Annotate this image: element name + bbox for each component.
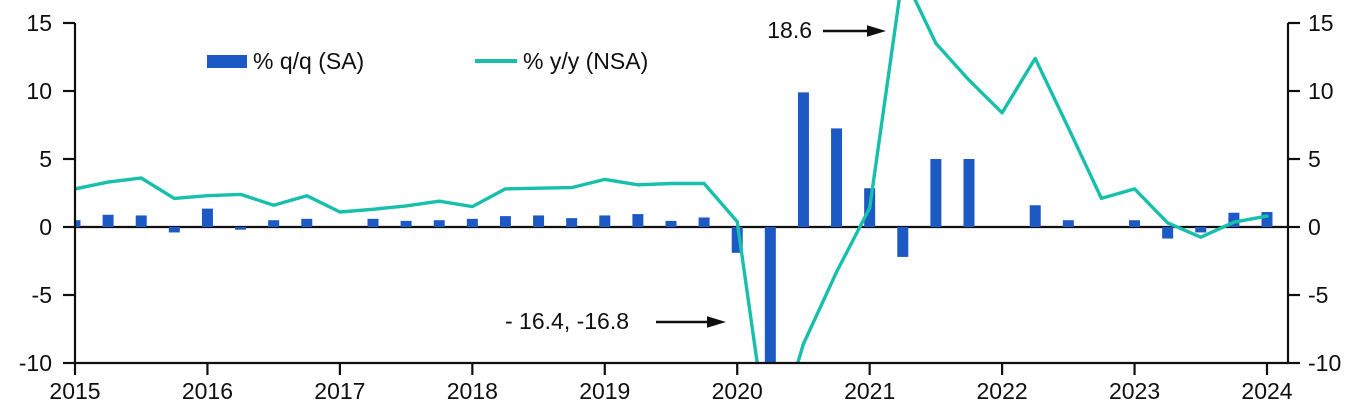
y-tick-label-right: 10 xyxy=(1308,78,1334,104)
bar-2021Q4 xyxy=(963,159,975,227)
bar-2019Q2 xyxy=(632,214,644,227)
y-tick-label-right: 15 xyxy=(1308,10,1334,36)
bar-2021Q2 xyxy=(897,227,909,257)
line-series xyxy=(75,0,1269,363)
x-tick-label: 2016 xyxy=(182,378,233,404)
bar-2015Q4 xyxy=(168,227,180,233)
y-tick-label-left: -10 xyxy=(19,350,52,376)
y-tick-label-left: 15 xyxy=(26,10,52,36)
bar-2018Q2 xyxy=(499,216,511,227)
bar-legend-swatch-icon xyxy=(207,54,247,68)
bar-2023Q4 xyxy=(1228,212,1240,227)
x-tick-label: 2023 xyxy=(1109,378,1160,404)
bar-2016Q4 xyxy=(301,218,313,227)
x-tick-label: 2015 xyxy=(49,378,100,404)
x-tick-label: 2020 xyxy=(712,378,763,404)
legend-item-yy: % y/y (NSA) xyxy=(475,48,648,74)
x-tick-label: 2024 xyxy=(1241,378,1292,404)
x-tick-label: 2022 xyxy=(977,378,1028,404)
annotation-peak-value: 18.6 xyxy=(767,17,812,43)
bar-2015Q3 xyxy=(135,215,147,227)
x-tick-label: 2017 xyxy=(314,378,365,404)
line-legend-swatch-icon xyxy=(475,59,517,63)
bar-2018Q3 xyxy=(533,215,545,227)
y-tick-label-right: -5 xyxy=(1308,282,1328,308)
bar-2023Q2 xyxy=(1162,227,1174,239)
peak-arrow-icon xyxy=(823,25,886,37)
bar-2023Q3 xyxy=(1195,227,1207,233)
bar-2019Q1 xyxy=(599,215,611,227)
x-tick-label: 2019 xyxy=(579,378,630,404)
bar-2016Q3 xyxy=(268,220,280,227)
bar-2016Q2 xyxy=(235,227,247,230)
y-tick-label-left: -5 xyxy=(32,282,52,308)
bar-2018Q4 xyxy=(566,218,578,227)
y-tick-label-left: 5 xyxy=(39,146,52,172)
bar-2022Q2 xyxy=(1029,205,1041,227)
bar-2021Q3 xyxy=(930,159,942,227)
x-tick-label: 2021 xyxy=(844,378,895,404)
legend-label-yy: % y/y (NSA) xyxy=(523,48,649,74)
bar-series xyxy=(75,92,1273,363)
legend-label-qq: % q/q (SA) xyxy=(253,48,365,74)
y-tick-label-right: -10 xyxy=(1308,350,1341,376)
x-tick-label: 2018 xyxy=(447,378,498,404)
bar-2020Q4 xyxy=(831,128,843,227)
bar-2015Q2 xyxy=(102,214,114,227)
y-tick-label-right: 5 xyxy=(1308,146,1321,172)
y-tick-label-left: 0 xyxy=(39,214,52,240)
bar-2020Q2 xyxy=(764,227,776,363)
bar-2017Q3 xyxy=(400,220,412,227)
y-tick-label-left: 10 xyxy=(26,78,52,104)
bar-2017Q4 xyxy=(433,220,445,227)
bar-2019Q3 xyxy=(665,220,677,227)
annotation-trough-value: - 16.4, -16.8 xyxy=(505,308,630,334)
bar-2022Q3 xyxy=(1062,220,1074,227)
bar-2020Q1 xyxy=(731,227,743,253)
legend-item-qq: % q/q (SA) xyxy=(207,48,364,74)
bar-2015Q1 xyxy=(75,220,81,227)
bar-2020Q3 xyxy=(797,92,809,227)
yy-line xyxy=(75,0,1269,363)
y-tick-label-right: 0 xyxy=(1308,214,1321,240)
bar-2016Q1 xyxy=(201,208,213,227)
bar-2023Q1 xyxy=(1129,220,1141,227)
bar-2019Q4 xyxy=(698,217,710,227)
bar-2024Q1 xyxy=(1261,212,1273,227)
bar-2017Q2 xyxy=(367,218,379,227)
trough-arrow-icon xyxy=(656,316,726,328)
bar-2018Q1 xyxy=(466,218,478,227)
